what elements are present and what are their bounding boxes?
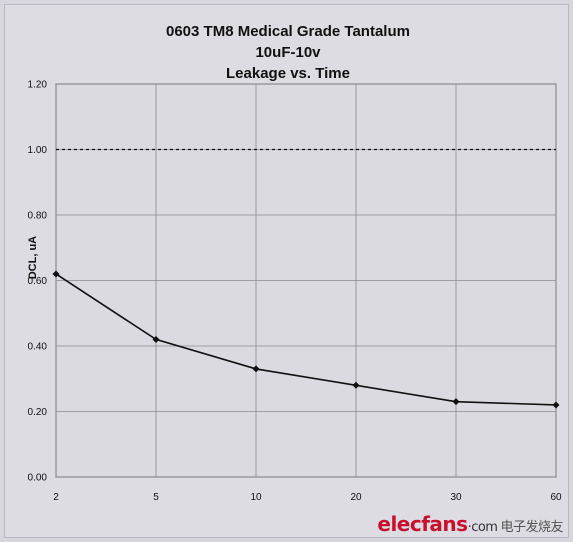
x-tick-label: 10 xyxy=(250,492,262,503)
chart-title: 0603 TM8 Medical Grade Tantalum 10uF-10v L… xyxy=(166,23,410,82)
grid xyxy=(55,83,557,478)
y-tick-label: 0.80 xyxy=(28,211,48,222)
x-tick-label: 20 xyxy=(350,492,362,503)
y-tick-labels: 0.00 0.20 0.40 0.60 0.80 1.00 1.20 xyxy=(28,80,48,484)
x-tick-labels: 2 5 10 20 30 60 xyxy=(53,492,562,503)
y-tick-label: 0.60 xyxy=(28,276,48,287)
data-point xyxy=(552,401,560,409)
y-axis-title: DCL, uA xyxy=(27,236,39,279)
data-point xyxy=(152,335,160,343)
y-tick-label: 1.20 xyxy=(28,80,48,91)
data-point xyxy=(52,270,60,278)
data-point xyxy=(252,365,260,373)
x-tick-label: 30 xyxy=(450,492,462,503)
watermark-suffix: ·com xyxy=(467,520,498,535)
x-tick-label: 5 xyxy=(153,492,159,503)
y-tick-label: 0.40 xyxy=(28,342,48,353)
watermark: elecfans·com 电子发烧友 xyxy=(377,512,563,536)
data-point xyxy=(352,381,360,389)
chart-title-line: 10uF-10v xyxy=(255,44,321,61)
y-tick-label: 1.00 xyxy=(28,145,48,156)
series-line xyxy=(55,273,557,406)
y-tick-label: 0.20 xyxy=(28,407,48,418)
chart-title-line: Leakage vs. Time xyxy=(226,65,350,82)
series xyxy=(52,270,560,409)
x-tick-label: 60 xyxy=(550,492,562,503)
y-tick-label: 0.00 xyxy=(28,473,48,484)
x-tick-label: 2 xyxy=(53,492,59,503)
data-point xyxy=(452,398,460,406)
watermark-cn: 电子发烧友 xyxy=(500,520,563,535)
watermark-brand: elecfans xyxy=(377,512,468,536)
chart-title-line: 0603 TM8 Medical Grade Tantalum xyxy=(166,23,410,40)
